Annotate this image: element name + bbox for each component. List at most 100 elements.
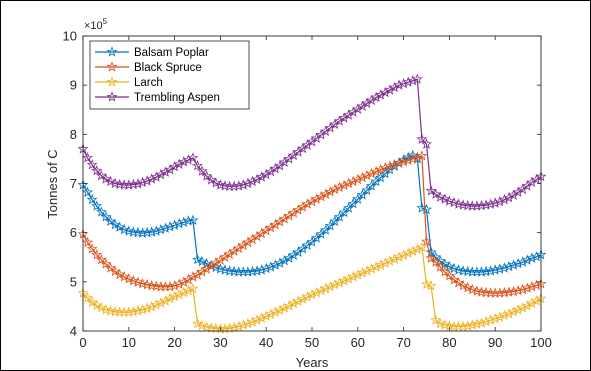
x-tick-label: 100 [530, 335, 552, 350]
data-point [242, 266, 254, 277]
data-point [86, 296, 98, 308]
data-point [521, 300, 533, 311]
legend-star-marker [106, 61, 118, 72]
data-point [370, 261, 382, 272]
data-point [123, 306, 135, 317]
y-tick-label: 7 [70, 176, 77, 191]
data-point [164, 280, 176, 292]
data-point [366, 167, 378, 179]
data-point [187, 282, 199, 294]
data-point [384, 255, 396, 266]
data-point [95, 302, 107, 313]
data-point [343, 177, 355, 189]
data-point [517, 256, 529, 267]
data-point [530, 295, 542, 306]
data-point [265, 308, 277, 319]
data-point [352, 173, 364, 185]
data-point [155, 297, 167, 308]
x-tick-label: 60 [351, 335, 365, 350]
data-point [311, 193, 323, 204]
data-point [233, 320, 245, 332]
data-point [448, 196, 460, 208]
data-point [393, 157, 405, 168]
data-point [86, 193, 98, 205]
data-point [182, 154, 194, 165]
data-point [407, 74, 419, 86]
data-point [192, 160, 203, 171]
data-point [526, 252, 538, 263]
data-point [292, 246, 304, 257]
data-point [251, 314, 263, 325]
data-point [178, 286, 190, 298]
x-tick-label: 0 [79, 335, 86, 350]
data-point [494, 263, 506, 274]
data-point [384, 160, 396, 171]
data-point [182, 215, 194, 226]
data-point [82, 292, 94, 303]
data-point [416, 133, 428, 144]
data-point [159, 222, 171, 233]
data-point [283, 210, 295, 221]
data-point [453, 198, 465, 209]
data-point [192, 317, 203, 329]
data-point [398, 77, 410, 89]
data-point [366, 263, 378, 274]
x-tick-label: 10 [122, 335, 136, 350]
data-point [329, 279, 341, 290]
data-point [466, 319, 478, 330]
data-point [434, 191, 446, 202]
data-point [421, 278, 432, 289]
data-point [315, 191, 327, 202]
y-tick-label: 5 [70, 274, 77, 289]
data-point [503, 308, 515, 319]
data-point [517, 183, 529, 195]
data-point [237, 179, 249, 190]
data-point [361, 169, 373, 181]
legend-item-black-spruce: Black Spruce [95, 61, 202, 74]
data-point [439, 266, 451, 277]
data-point [201, 321, 213, 332]
data-point [471, 200, 483, 211]
data-point [169, 219, 181, 230]
legend-star-marker [106, 76, 118, 87]
data-point [439, 319, 451, 330]
data-point [95, 206, 107, 217]
data-point [118, 271, 130, 282]
data-point [508, 189, 519, 200]
data-point [530, 250, 542, 262]
data-point [398, 249, 410, 260]
data-point [256, 264, 268, 275]
data-point [141, 302, 153, 314]
data-point [356, 267, 368, 278]
data-point [384, 163, 396, 175]
data-point [430, 251, 442, 262]
data-point [324, 186, 336, 197]
data-point [475, 317, 487, 328]
legend-label: Trembling Aspen [134, 92, 220, 104]
ticks-layer: 0 10 20 30 40 50 60 70 80 90 100 4 5 6 7 8 9 10 [63, 29, 552, 351]
data-point [201, 170, 213, 181]
data-point [192, 253, 203, 265]
data-point [187, 271, 199, 282]
data-point [214, 254, 226, 265]
data-point [457, 320, 469, 332]
data-point [352, 269, 364, 280]
data-point [159, 166, 171, 177]
data-point [411, 243, 423, 255]
data-point [82, 152, 94, 163]
data-point [265, 261, 277, 272]
data-point [210, 177, 222, 188]
data-point [521, 282, 533, 293]
data-point [100, 304, 112, 315]
data-point [498, 262, 510, 273]
data-point [137, 304, 149, 315]
legend-label: Larch [134, 77, 163, 89]
data-point [425, 280, 437, 291]
data-point [196, 255, 208, 267]
data-point [393, 251, 405, 262]
legend-star-marker [106, 91, 118, 102]
legend: Balsam Poplar Black Spruce Larch Trembling … [89, 40, 250, 110]
data-point [347, 106, 359, 117]
data-point [141, 226, 153, 238]
